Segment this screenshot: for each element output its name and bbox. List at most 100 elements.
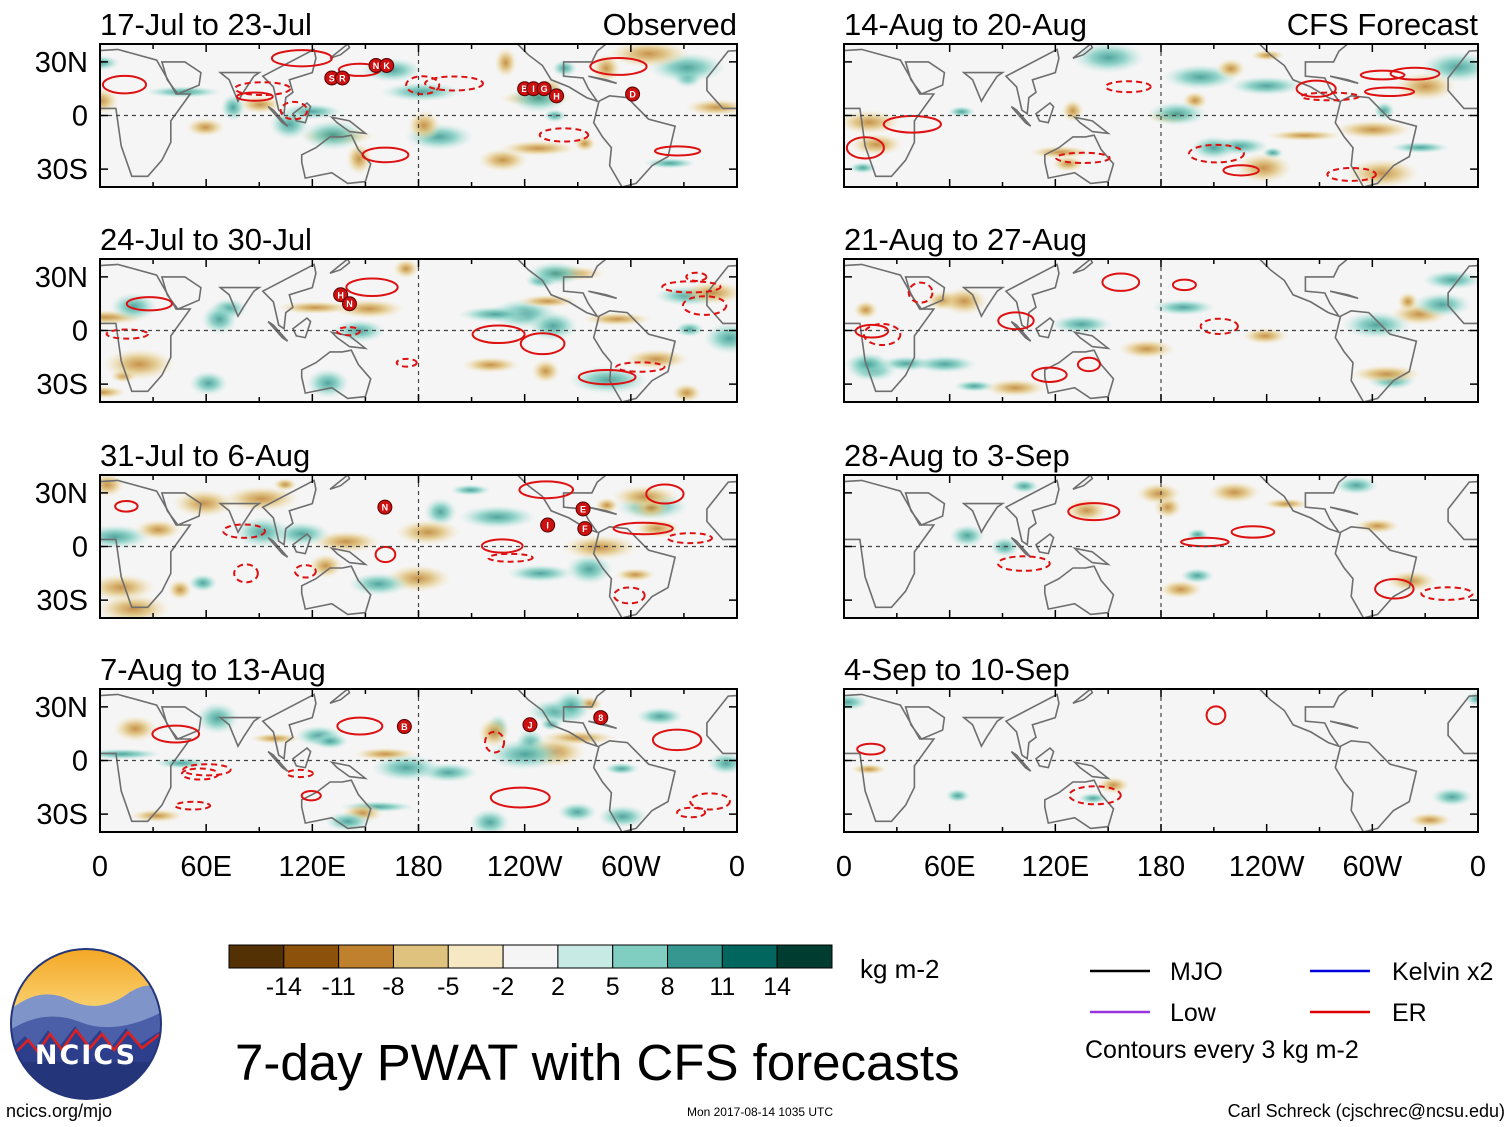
er-contour (300, 789, 322, 802)
pwat-anomaly-shade (100, 574, 156, 601)
coastline (329, 760, 369, 780)
pwat-anomaly-shade (1250, 49, 1285, 61)
pwat-anomaly-shade (499, 140, 577, 157)
pwat-anomaly-shade (1390, 141, 1450, 154)
colorbar-swatch (283, 944, 340, 969)
pwat-anomaly-shade (196, 702, 239, 735)
coastline (516, 475, 608, 534)
coastline (1034, 532, 1055, 555)
coastline (904, 61, 946, 95)
x-tick-label: 60E (924, 851, 976, 883)
panel-title: 24-Jul to 30-Jul (100, 222, 312, 257)
pwat-anomaly-shade (395, 519, 461, 545)
er-contour (1364, 86, 1415, 98)
pwat-anomaly-shade (1229, 76, 1304, 96)
pwat-anomaly-shade (1430, 787, 1473, 807)
colorbar-swatch (228, 944, 285, 969)
er-contour (101, 74, 148, 95)
x-tick-label: 120W (487, 851, 563, 883)
x-tick-label: 180 (394, 851, 442, 883)
x-tick-label: 60W (601, 851, 661, 883)
pwat-anomaly-shade (983, 378, 1047, 397)
coastline (300, 565, 372, 616)
pwat-anomaly-shade (681, 281, 737, 305)
svg-text:B: B (401, 722, 408, 732)
er-contour (125, 296, 173, 312)
coastline (904, 276, 946, 311)
pwat-anomaly-shade (844, 693, 869, 711)
pwat-anomaly-shade (308, 553, 343, 579)
panel-title: 28-Aug to 3-Sep (844, 438, 1070, 473)
coastline (1334, 94, 1418, 187)
pwat-anomaly-shade (940, 287, 988, 315)
pwat-anomaly-shade (113, 715, 158, 742)
y-tick-label: 30S (36, 585, 88, 617)
legend-kelvin-label: Kelvin x2 (1392, 958, 1493, 986)
er-contour (235, 91, 274, 102)
pwat-anomaly-shade (486, 739, 563, 770)
pwat-anomaly-shade (1151, 299, 1216, 316)
coastline (961, 71, 1006, 103)
colorbar-swatch (392, 944, 449, 969)
pwat-anomaly-shade (1061, 99, 1084, 123)
panel-title: 7-Aug to 13-Aug (100, 652, 326, 687)
er-contour (487, 552, 534, 563)
coastline (1044, 565, 1115, 616)
er-contour (374, 545, 397, 564)
pwat-anomaly-shade (614, 568, 656, 582)
coastline (1034, 316, 1055, 339)
pwat-anomaly-shade (1158, 579, 1203, 599)
pwat-anomaly-shade (527, 261, 584, 286)
pwat-anomaly-shade (393, 259, 420, 279)
er-contour (518, 480, 575, 500)
colorbar-swatch (338, 944, 394, 969)
coastline (592, 739, 677, 832)
coastline (329, 259, 351, 275)
er-contour (1188, 143, 1245, 164)
er-contour (1199, 317, 1239, 335)
pwat-anomaly-shade (643, 157, 696, 169)
er-contour (1326, 167, 1377, 182)
er-contour (1076, 356, 1101, 373)
coastline (160, 61, 202, 95)
er-contour (661, 280, 722, 294)
y-tick-label: 30N (35, 692, 88, 724)
panel-title: 4-Sep to 10-Sep (844, 652, 1070, 687)
er-contour (997, 311, 1035, 331)
svg-text:H: H (553, 91, 560, 101)
colorbar-label: -11 (321, 973, 355, 1001)
er-contour (666, 532, 713, 545)
coastline (218, 502, 262, 534)
er-contour (484, 730, 506, 754)
coastline (1258, 475, 1349, 534)
ncics-logo: NCICS (10, 948, 162, 1100)
pwat-anomaly-shade (607, 44, 690, 68)
storm-marker: I (540, 517, 556, 533)
map-panel: HN 24-Jul to 30-Jul 30N 0 30S (35, 222, 738, 403)
x-tick-label: 60E (180, 851, 232, 883)
column-label: Observed (603, 7, 737, 42)
pwat-anomaly-shade (947, 106, 976, 118)
storm-marker: K (379, 57, 395, 73)
er-contour (233, 563, 259, 584)
pwat-anomaly-shade (1078, 792, 1109, 804)
colorbar-swatch (776, 944, 833, 969)
coastline (516, 44, 608, 103)
storm-marker: N (341, 296, 357, 312)
coastline (1010, 750, 1032, 772)
er-contour (612, 586, 646, 605)
pwat-anomaly-shade (1241, 327, 1289, 345)
legend-mjo-label: MJO (1170, 958, 1223, 986)
svg-text:N: N (346, 299, 353, 309)
pwat-anomaly-shade (311, 733, 349, 750)
coastline (1334, 309, 1418, 402)
svg-text:I: I (546, 521, 549, 531)
colorbar-label: -5 (437, 973, 459, 1001)
x-tick-label: 180 (1137, 851, 1185, 883)
pwat-anomaly-shade (348, 572, 409, 596)
colorbar-label: -14 (266, 973, 302, 1001)
coastline (961, 502, 1006, 534)
er-contour (862, 322, 902, 347)
pwat-anomaly-shade (1117, 339, 1176, 359)
map-panel: S R N K B I GH D 17-Jul to 23-Jul Observed 30N 0 30S (35, 7, 738, 188)
